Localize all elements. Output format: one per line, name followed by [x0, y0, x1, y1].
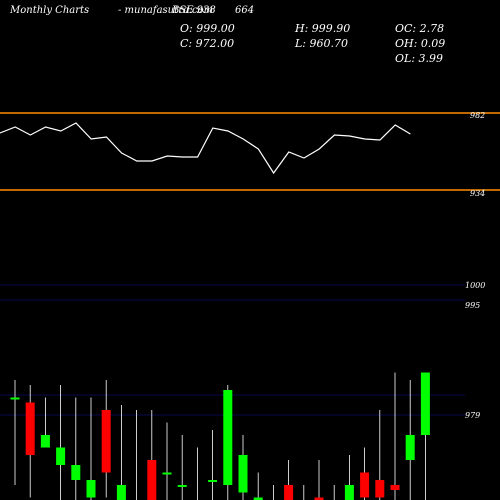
candle-body-6 [101, 410, 111, 473]
candle-body-10 [162, 472, 172, 475]
brand-label: Monthly Charts [10, 5, 90, 16]
high-value: H: 999.90 [295, 22, 351, 35]
candle-body-16 [253, 497, 263, 500]
candle-body-20 [314, 497, 324, 500]
oc-value: OC: 2.78 [395, 22, 445, 35]
candle-body-4 [71, 465, 81, 480]
candle-body-24 [375, 480, 385, 498]
oh-value: OH: 0.09 [395, 37, 446, 50]
ol-value: OL: 3.99 [395, 52, 444, 65]
level-label-0: 982 [470, 111, 485, 120]
open-value: O: 999.00 [180, 22, 235, 35]
candle-body-1 [25, 402, 35, 455]
close-value: C: 972.00 [180, 37, 235, 50]
y-tick-label-0: 1000 [465, 281, 485, 290]
y-tick-label-2: 979 [465, 411, 480, 420]
candle-body-15 [238, 455, 248, 493]
candle-body-9 [147, 460, 157, 500]
candle-body-22 [344, 485, 354, 500]
candle-body-25 [390, 485, 400, 490]
candle-body-13 [208, 480, 218, 482]
low-value: L: 960.70 [295, 37, 348, 50]
level-label-1: 934 [470, 189, 485, 198]
candle-body-23 [360, 472, 370, 498]
y-tick-label-1: 995 [465, 301, 480, 310]
exchange-label: BSE 938 [172, 5, 216, 16]
candle-body-7 [116, 485, 126, 500]
price-line [0, 122, 411, 175]
code-label: 664 [235, 5, 255, 16]
candle-body-18 [284, 485, 294, 500]
candle-body-11 [177, 485, 187, 487]
candle-body-0 [10, 397, 20, 400]
candle-body-5 [86, 480, 96, 498]
symbol-label: - munafasutra.com [118, 5, 214, 16]
candle-body-26 [405, 435, 415, 460]
candle-body-3 [56, 447, 66, 465]
candle-body-27 [420, 372, 430, 435]
candle-body-2 [40, 435, 50, 448]
candle-body-14 [223, 390, 233, 485]
price-line-chart: 982 934 [0, 111, 500, 198]
